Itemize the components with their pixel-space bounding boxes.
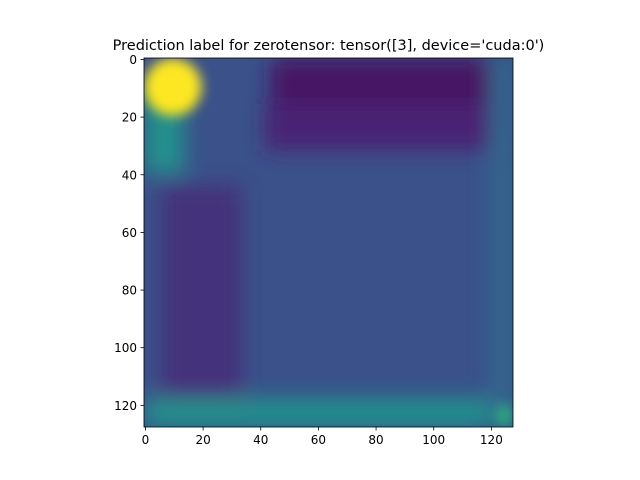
x-tick-label: 40 [253,433,268,447]
plot-frame [143,57,514,428]
heatmap-region-bottom-band [144,398,513,427]
heatmap-region-bottom-right-hotspot [495,403,513,427]
heatmap-region-top-left-hotspot [144,58,202,116]
heatmap-region-left-band [161,184,243,399]
heatmap-region-top-band [270,58,496,105]
y-tick-label: 20 [122,111,137,125]
y-tick-label: 0 [129,53,137,67]
y-tick-label: 40 [122,168,137,182]
heatmap-region-right-band [489,58,513,427]
x-tick-label: 80 [368,433,383,447]
x-tick-label: 0 [142,433,150,447]
x-tick-label: 60 [311,433,326,447]
x-axis: 0 20 40 60 80 100 120 [142,427,503,447]
chart-title: Prediction label for zerotensor: tensor(… [113,38,545,54]
y-tick-label: 60 [122,226,137,240]
y-tick-label: 120 [114,399,137,413]
y-tick-label: 80 [122,284,137,298]
y-axis: 0 20 40 60 80 100 120 [114,53,144,413]
y-tick-label: 100 [114,341,137,355]
heatmap-region-upper-band [265,104,490,151]
x-tick-label: 20 [195,433,210,447]
x-tick-label: 100 [422,433,445,447]
x-tick-label: 120 [480,433,503,447]
heatmap-image [144,58,513,427]
